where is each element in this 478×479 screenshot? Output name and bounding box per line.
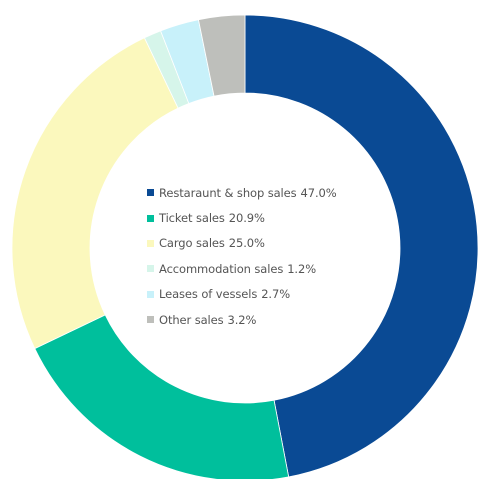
legend-value: 2.7% [261, 287, 291, 302]
legend-swatch [147, 239, 154, 247]
legend-label-text: Other sales 3.2% [159, 313, 256, 327]
legend-value: 3.2% [227, 312, 257, 327]
legend-item-other-sales: Other sales 3.2% [147, 307, 337, 332]
legend-label: Ticket sales [159, 211, 225, 226]
legend-item-restaurant-shop-sales: Restaraunt & shop sales 47.0% [147, 180, 337, 205]
legend-item-cargo-sales: Cargo sales 25.0% [147, 231, 337, 256]
legend-label-text: Accommodation sales 1.2% [159, 262, 316, 276]
legend-value: 25.0% [228, 236, 265, 251]
legend-value: 20.9% [228, 211, 265, 226]
legend-item-leases-of-vessels: Leases of vessels 2.7% [147, 282, 337, 307]
legend-swatch [147, 316, 154, 324]
legend-label-text: Ticket sales 20.9% [159, 211, 265, 225]
legend-label: Leases of vessels [159, 287, 258, 302]
donut-slice-ticket-sales [34, 314, 290, 479]
legend-label-text: Cargo sales 25.0% [159, 236, 265, 250]
legend-label: Restaraunt & shop sales [159, 185, 297, 200]
legend-value: 1.2% [287, 261, 317, 276]
legend-item-ticket-sales: Ticket sales 20.9% [147, 205, 337, 230]
donut-slice-other-sales [197, 14, 246, 97]
legend-value: 47.0% [300, 185, 337, 200]
legend-item-accommodation-sales: Accommodation sales 1.2% [147, 256, 337, 281]
legend-label-text: Leases of vessels 2.7% [159, 287, 290, 301]
chart-legend: Restaraunt & shop sales 47.0% Ticket sale… [147, 180, 337, 332]
legend-label-text: Restaraunt & shop sales 47.0% [159, 186, 337, 200]
legend-label: Accommodation sales [159, 261, 284, 276]
legend-swatch [147, 214, 154, 222]
legend-label: Cargo sales [159, 236, 225, 251]
donut-slices [11, 14, 478, 479]
legend-swatch [147, 290, 154, 298]
legend-swatch [147, 265, 154, 273]
donut-slice-restaraunt-shop-sales [244, 14, 478, 478]
legend-label: Other sales [159, 312, 224, 327]
legend-swatch [147, 189, 154, 197]
donut-slice-cargo-sales [11, 37, 179, 350]
